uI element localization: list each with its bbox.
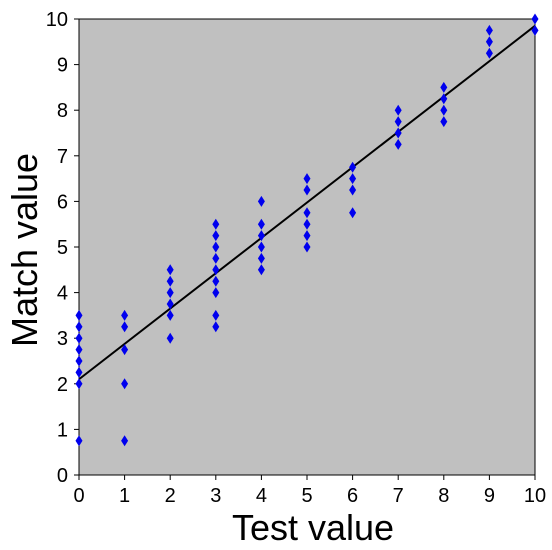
y-axis-title: Match value [4,153,45,347]
y-tick-label: 7 [57,146,68,168]
data-point [166,264,174,276]
data-point [257,241,265,253]
data-point [349,207,357,219]
data-point [440,93,448,105]
data-point [257,264,265,276]
data-point [75,344,83,356]
data-point [485,47,493,59]
trendline [78,25,536,381]
data-point [212,264,220,276]
data-point [166,298,174,310]
x-tick-label: 2 [165,485,176,507]
data-point [349,173,357,185]
data-point [75,321,83,333]
x-tick-label: 1 [119,485,130,507]
data-point [121,344,129,356]
data-point [257,252,265,264]
data-point [303,241,311,253]
data-point [394,127,402,139]
data-point [303,173,311,185]
y-tick-label: 8 [57,100,68,122]
data-point [303,184,311,196]
data-point [257,218,265,230]
data-point [349,184,357,196]
x-tick-label: 7 [393,485,404,507]
data-point [166,309,174,321]
data-point [394,104,402,116]
data-point [394,138,402,150]
axis-ticks: 0 1 2 3 4 5 6 7 8 9 10 0 1 2 3 4 5 6 7 8 9 10 [46,9,546,507]
x-tick-label: 4 [256,485,267,507]
data-points [75,13,539,447]
data-point [349,161,357,173]
data-point [212,230,220,242]
data-point [75,378,83,390]
data-point [257,230,265,242]
data-point [212,321,220,333]
data-point [212,241,220,253]
data-point [212,275,220,287]
y-tick-label: 4 [57,283,68,305]
data-point [166,275,174,287]
data-point [303,218,311,230]
x-tick-label: 10 [524,485,546,507]
data-point [166,287,174,299]
data-point [485,24,493,36]
data-point [303,230,311,242]
data-point [440,81,448,93]
x-tick-label: 3 [210,485,221,507]
data-point [75,366,83,378]
data-point [75,435,83,447]
y-tick-label: 5 [57,237,68,259]
y-tick-label: 2 [57,374,68,396]
data-point [212,309,220,321]
data-point [485,36,493,48]
y-tick-label: 9 [57,55,68,77]
x-tick-label: 8 [438,485,449,507]
x-tick-label: 6 [347,485,358,507]
data-point [257,195,265,207]
trendline-layer [78,25,536,381]
data-point [121,378,129,390]
y-tick-label: 3 [57,328,68,350]
data-point [121,435,129,447]
data-point [531,13,539,25]
x-axis-title: Test value [232,507,394,548]
y-tick-label: 10 [46,9,68,31]
y-tick-label: 0 [57,465,68,487]
data-point [75,355,83,367]
data-point [394,116,402,128]
data-point [212,287,220,299]
y-tick-label: 6 [57,191,68,213]
x-tick-label: 0 [73,485,84,507]
data-point [121,321,129,333]
y-tick-label: 1 [57,419,68,441]
data-point [75,332,83,344]
data-point [75,309,83,321]
data-point [121,309,129,321]
data-point [440,104,448,116]
x-tick-label: 9 [484,485,495,507]
data-point [303,207,311,219]
data-point [166,332,174,344]
data-point [531,24,539,36]
data-point [212,218,220,230]
data-point [212,252,220,264]
data-point [440,116,448,128]
x-tick-label: 5 [301,485,312,507]
